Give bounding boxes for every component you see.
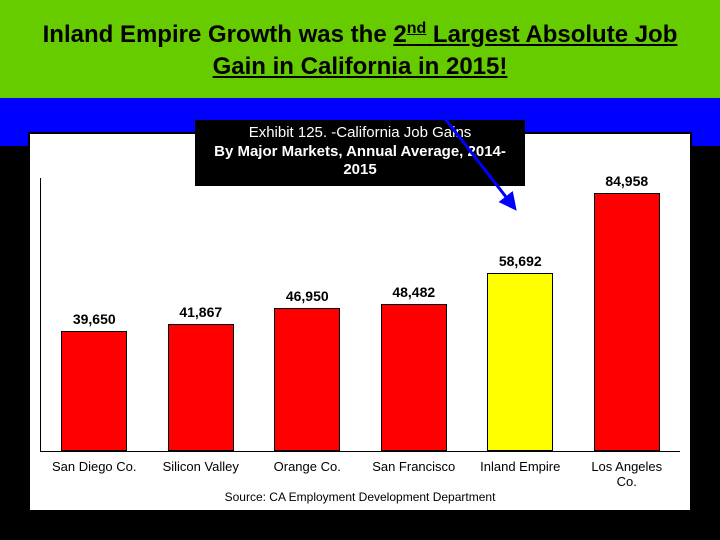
chart-section: Exhibit 125. -California Job Gains By Ma… xyxy=(0,132,720,522)
bar xyxy=(487,273,553,451)
bar-group-0: 39,650San Diego Co. xyxy=(61,178,127,451)
plot-area: 39,650San Diego Co.41,867Silicon Valley4… xyxy=(40,178,680,452)
bar xyxy=(168,324,234,451)
chart-title-line2: By Major Markets, Annual Average, 2014-2… xyxy=(213,143,507,181)
x-axis-label: San Diego Co. xyxy=(48,459,140,474)
bar-group-5: 84,958Los Angeles Co. xyxy=(594,178,660,451)
bar-value-label: 39,650 xyxy=(48,311,140,327)
bars-container: 39,650San Diego Co.41,867Silicon Valley4… xyxy=(41,178,680,451)
bar xyxy=(381,304,447,451)
bar-group-3: 48,482San Francisco xyxy=(381,178,447,451)
x-axis-label: Silicon Valley xyxy=(155,459,247,474)
title-prefix: Inland Empire Growth was the xyxy=(43,21,394,48)
bar-group-2: 46,950Orange Co. xyxy=(274,178,340,451)
bar-value-label: 58,692 xyxy=(474,253,566,269)
bar-value-label: 41,867 xyxy=(155,304,247,320)
chart-title-line1: Exhibit 125. -California Job Gains xyxy=(213,124,507,143)
bar-group-1: 41,867Silicon Valley xyxy=(168,178,234,451)
chart-title: Exhibit 125. -California Job Gains By Ma… xyxy=(195,120,525,186)
page-title: Inland Empire Growth was the 2nd Largest… xyxy=(0,0,720,98)
bar-group-4: 58,692Inland Empire xyxy=(487,178,553,451)
header-band: Inland Empire Growth was the 2nd Largest… xyxy=(0,0,720,98)
x-axis-label: San Francisco xyxy=(368,459,460,474)
bar xyxy=(594,193,660,451)
source-text: Source: CA Employment Development Depart… xyxy=(30,490,690,504)
bar xyxy=(61,331,127,451)
x-axis-label: Orange Co. xyxy=(261,459,353,474)
x-axis-label: Los Angeles Co. xyxy=(581,459,673,489)
bar-value-label: 84,958 xyxy=(581,173,673,189)
bar-value-label: 46,950 xyxy=(261,288,353,304)
title-text: Inland Empire Growth was the 2nd Largest… xyxy=(43,21,678,80)
bar-value-label: 48,482 xyxy=(368,284,460,300)
x-axis-label: Inland Empire xyxy=(474,459,566,474)
bar xyxy=(274,308,340,450)
chart-box: Exhibit 125. -California Job Gains By Ma… xyxy=(28,132,692,512)
